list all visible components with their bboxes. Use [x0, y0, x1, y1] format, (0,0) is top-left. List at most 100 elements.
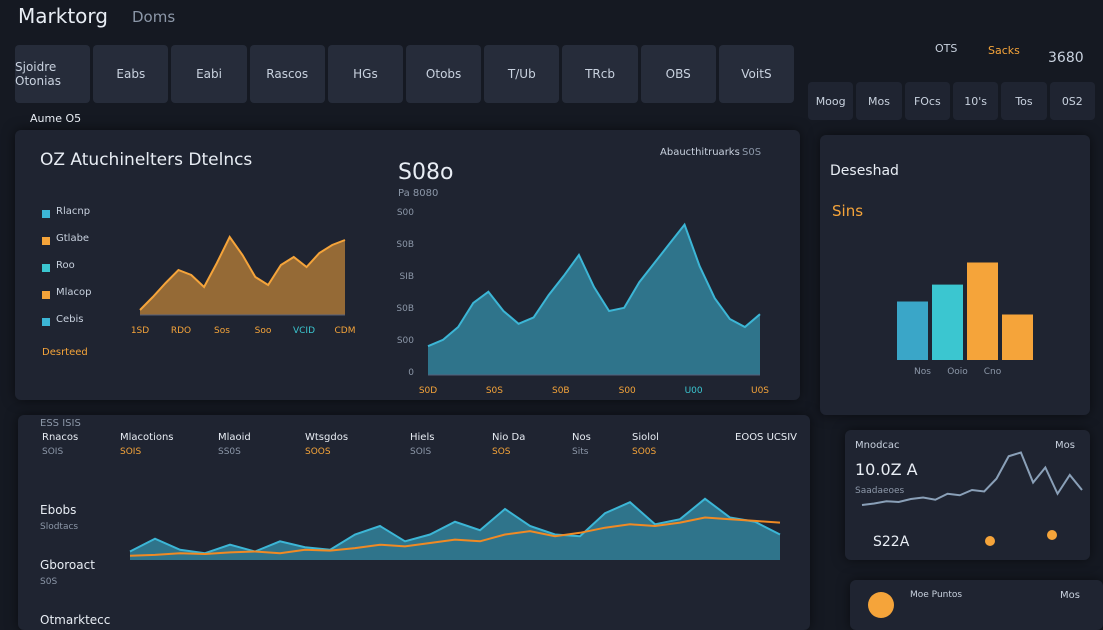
x-tick-label: Soo	[255, 326, 272, 336]
x-tick-label: Ooio	[947, 367, 968, 377]
tab: Moog	[808, 82, 854, 120]
x-tick-label: Sos	[214, 326, 230, 336]
legend-entry: Roo	[56, 260, 75, 271]
stat-label: Rnacos	[42, 432, 79, 443]
stat-value: SOIS	[410, 447, 432, 457]
sub: Saadaeoes	[855, 486, 905, 496]
tab: FOcs	[904, 82, 950, 120]
stat-label: Siolol	[632, 432, 659, 443]
x-tick-label: S0D	[419, 386, 437, 396]
legend-entry: Gtlabe	[56, 233, 90, 244]
chart	[129, 497, 781, 560]
tab: Sjoidre Otonias	[15, 45, 91, 103]
stat-value: SS0S	[218, 447, 241, 457]
tab: 0S2	[1049, 82, 1095, 120]
tab: OBS	[640, 45, 716, 103]
stat-label: EOOS UCSIV	[735, 432, 798, 443]
area	[428, 224, 760, 375]
value: 10.0Z A	[855, 460, 918, 479]
bar-panel	[820, 135, 1090, 415]
x-tick-label: Cno	[984, 367, 1002, 377]
panel-title: ESS ISIS	[40, 418, 81, 429]
legend-entry: Mlacop	[56, 287, 92, 298]
tab: Eabs	[93, 45, 169, 103]
x-tick-label: CDM	[335, 326, 356, 336]
icon	[868, 592, 894, 618]
line	[861, 451, 1083, 506]
legend-swatch	[42, 291, 50, 299]
tab: Otobs	[406, 45, 482, 103]
legend-entry: Rlacnp	[56, 206, 91, 217]
tab: VoitS	[718, 45, 795, 103]
panel-footer: Desrteed	[42, 347, 88, 358]
tab: HGs	[327, 45, 404, 103]
bar	[897, 301, 928, 360]
tab-bar: Sjoidre Otonias Eabs Eabi Rascos HGs Otobs T/U…	[15, 45, 797, 103]
legend-entry: Cebis	[56, 314, 84, 325]
y-tick-label: S0B	[396, 240, 414, 250]
chart: 1SD RDO Sos Soo VCID CDM	[131, 235, 355, 336]
tab: TRcb	[562, 45, 638, 103]
side-label: Otmarktecc	[40, 613, 111, 627]
x-tick-label: VCID	[293, 326, 315, 336]
chart: S0D S0S S0B S00 U00 U0S S00 S0B SIB S0B S00 0	[396, 208, 769, 396]
x-tick-label: Nos	[914, 367, 931, 377]
bar	[1002, 314, 1033, 360]
stat-value: SOIS	[120, 447, 142, 457]
header-item: 3680	[1048, 50, 1084, 66]
panel-title: Deseshad	[830, 163, 899, 179]
bar	[967, 262, 998, 360]
y-tick-label: 0	[408, 368, 414, 378]
legend-swatch	[42, 318, 50, 326]
area	[130, 498, 780, 560]
label: Moe Puntos	[910, 590, 963, 600]
stat-value: SO0S	[632, 447, 657, 457]
stat-label: Wtsgdos	[305, 432, 349, 443]
stat-label: Mlacotions	[120, 432, 174, 443]
dot	[985, 536, 995, 546]
side-sub: Slodtacs	[40, 522, 79, 532]
x-tick-label: S0S	[486, 386, 503, 396]
line	[129, 516, 781, 557]
dot	[1047, 530, 1057, 540]
tab: T/Ub	[484, 45, 560, 103]
big-sub: Pa 8080	[398, 188, 439, 199]
y-tick-label: SIB	[399, 272, 414, 282]
side-sub: S0S	[40, 577, 58, 587]
stat-label: Hiels	[410, 432, 435, 443]
side-label: Ebobs	[40, 503, 77, 517]
line	[139, 235, 346, 311]
tab: Mos	[856, 82, 902, 120]
panel-title: Mnodcac	[855, 440, 900, 451]
corner: Mos	[1060, 590, 1080, 601]
tab-bar-right: Moog Mos FOcs 10's Tos 0S2	[808, 82, 1098, 120]
big-value: S08o	[398, 160, 454, 185]
header-item: Sacks	[988, 44, 1020, 57]
x-tick-label: 1SD	[131, 326, 149, 336]
tab: Tos	[1001, 82, 1047, 120]
side-label: Aume O5	[30, 112, 82, 125]
legend-swatch	[42, 264, 50, 272]
bar	[932, 284, 963, 360]
y-tick-label: S0B	[396, 304, 414, 314]
corner: Mos	[1055, 440, 1075, 451]
side-label: Gboroact	[40, 558, 95, 572]
chart: Nos Ooio Cno	[897, 262, 1033, 377]
header-item: OTS	[935, 42, 958, 55]
y-tick-label: S00	[397, 336, 414, 346]
stat-value: SOOS	[305, 447, 331, 457]
tab: Eabi	[171, 45, 247, 103]
stat-value: SOS	[492, 447, 511, 457]
logo: Marktorg	[18, 4, 108, 28]
y-tick-label: S00	[397, 208, 414, 218]
foot: S22A	[873, 534, 910, 550]
panel-subtitle: Sins	[832, 202, 864, 220]
area	[140, 237, 345, 315]
x-tick-label: S00	[619, 386, 636, 396]
x-tick-label: U0S	[751, 386, 769, 396]
line	[427, 222, 761, 348]
panel-title: OZ Atuchinelters Dtelncs	[40, 150, 253, 170]
chart	[861, 451, 1083, 506]
stat-label: Mlaoid	[218, 432, 251, 443]
